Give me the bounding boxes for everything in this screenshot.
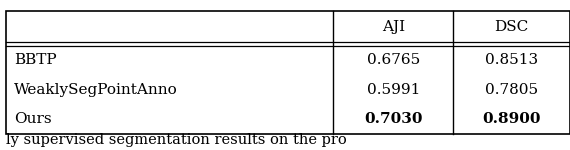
Text: WeaklySegPointAnno: WeaklySegPointAnno <box>14 83 178 97</box>
Text: 0.8513: 0.8513 <box>485 53 538 67</box>
Text: AJI: AJI <box>382 20 405 34</box>
Text: 0.7805: 0.7805 <box>485 83 538 97</box>
Text: 0.8900: 0.8900 <box>482 112 541 126</box>
Text: BBTP: BBTP <box>14 53 57 67</box>
Text: 0.5991: 0.5991 <box>367 83 420 97</box>
Text: Ours: Ours <box>14 112 52 126</box>
Text: 0.6765: 0.6765 <box>367 53 420 67</box>
Text: 0.7030: 0.7030 <box>364 112 422 126</box>
Text: DSC: DSC <box>494 20 529 34</box>
Text: ly supervised segmentation results on the pro: ly supervised segmentation results on th… <box>6 133 347 147</box>
Bar <box>6 11 570 134</box>
